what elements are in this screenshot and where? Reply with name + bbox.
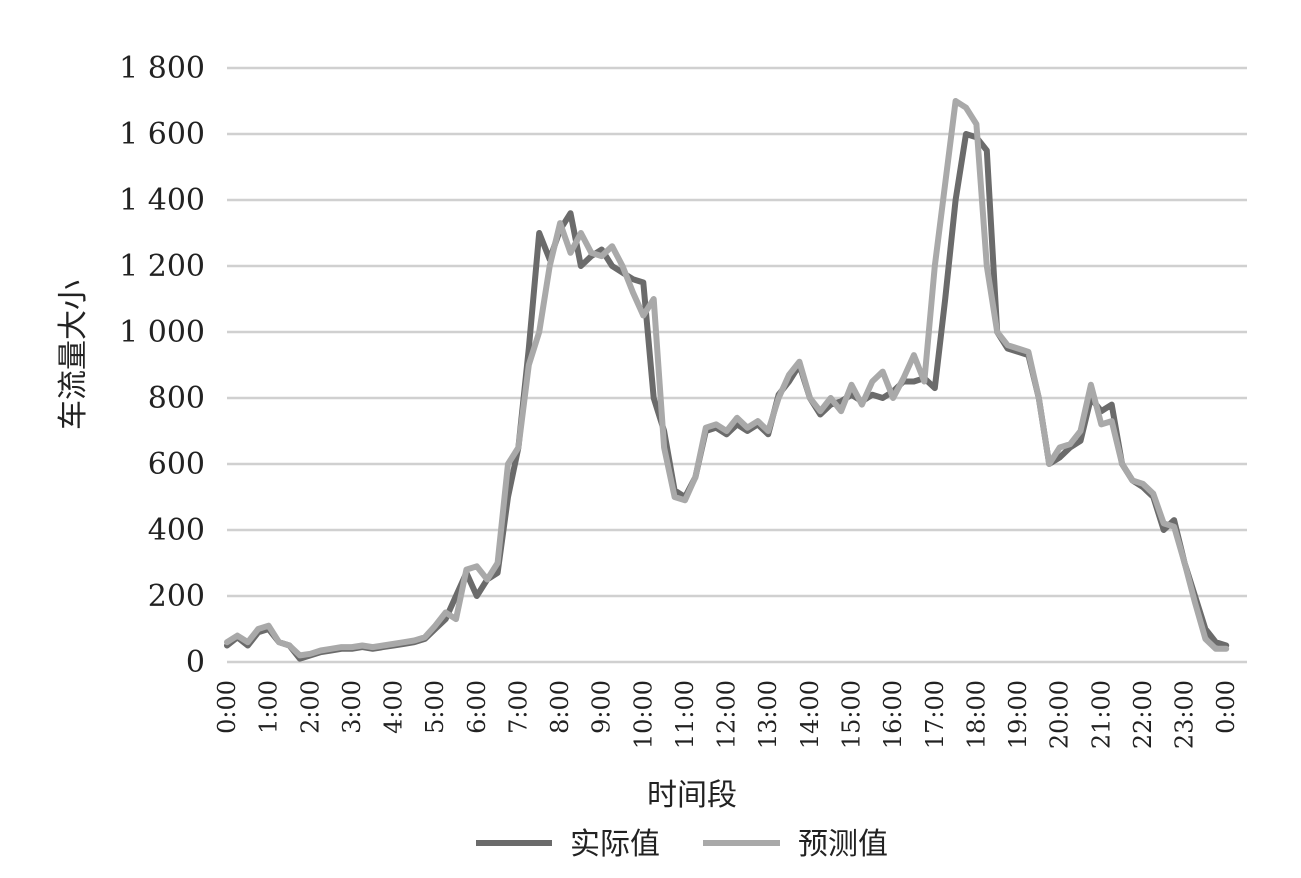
x-tick-label: 2:00 (296, 680, 324, 734)
x-tick-label: 14:00 (796, 680, 824, 749)
y-tick-label: 1 000 (119, 315, 205, 350)
legend-label-actual: 实际值 (570, 827, 660, 862)
x-tick-label: 5:00 (421, 680, 449, 734)
y-tick-label: 1 600 (119, 117, 205, 152)
y-tick-label: 800 (148, 381, 205, 416)
y-tick-label: 1 200 (119, 249, 205, 284)
y-axis-title: 车流量大小 (56, 280, 91, 430)
x-tick-label: 4:00 (380, 680, 408, 734)
legend-label-predicted: 预测值 (798, 827, 888, 862)
x-tick-label: 0:00 (213, 680, 241, 734)
x-tick-label: 20:00 (1046, 680, 1074, 749)
x-tick-label: 12:00 (713, 680, 741, 749)
series-lines (224, 98, 1230, 662)
y-tick-label: 600 (148, 447, 205, 482)
y-tick-label: 1 800 (119, 51, 205, 86)
x-tick-label: 3:00 (338, 680, 366, 734)
x-tick-label: 13:00 (754, 680, 782, 749)
x-tick-label: 23:00 (1171, 680, 1199, 749)
y-tick-label: 200 (148, 579, 205, 614)
x-tick-label: 6:00 (463, 680, 491, 734)
x-tick-label: 21:00 (1087, 680, 1115, 749)
x-tick-label: 18:00 (962, 680, 990, 749)
gridlines (227, 66, 1247, 664)
y-tick-label: 0 (186, 645, 205, 680)
x-tick-label: 8:00 (546, 680, 574, 734)
x-tick-label: 22:00 (1129, 680, 1157, 749)
x-tick-label: 9:00 (588, 680, 616, 734)
x-axis-ticks: 0:00 1:00 2:00 3:00 4:00 5:00 6:00 7:00 8:00 9:00… (213, 680, 1240, 749)
series-line-predicted (224, 98, 1230, 659)
legend: 实际值 预测值 (476, 827, 888, 862)
x-tick-label: 1:00 (255, 680, 283, 734)
x-tick-label: 17:00 (921, 680, 949, 749)
x-tick-label: 10:00 (629, 680, 657, 749)
x-tick-label: 15:00 (837, 680, 865, 749)
y-axis-ticks: 0 200 400 600 800 1 000 1 200 1 400 1 600 1 800 (119, 51, 205, 680)
x-axis-title: 时间段 (647, 778, 737, 813)
x-tick-label: 19:00 (1004, 680, 1032, 749)
y-tick-label: 1 400 (119, 183, 205, 218)
x-tick-label: 11:00 (671, 680, 699, 749)
series-line-actual (224, 131, 1230, 662)
x-tick-label: 0:00 (1212, 680, 1240, 734)
x-tick-label: 16:00 (879, 680, 907, 749)
y-tick-label: 400 (148, 513, 205, 548)
x-tick-label: 7:00 (504, 680, 532, 734)
